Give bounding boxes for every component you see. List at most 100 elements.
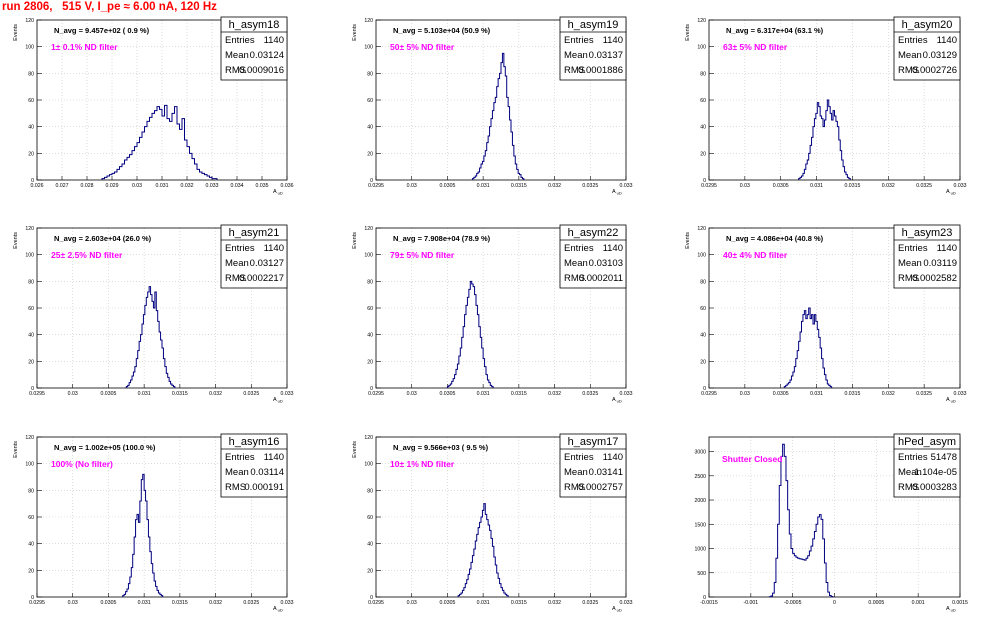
y-tick-label: 40 <box>28 125 34 131</box>
histogram-bin <box>809 308 810 388</box>
stats-mean-label: Mean <box>564 258 588 269</box>
stats-mean-value: 0.03119 <box>923 258 957 269</box>
y-tick-label: 0 <box>370 386 373 392</box>
histogram-bin <box>836 121 837 180</box>
x-tick-label: 0.032 <box>548 183 561 189</box>
histogram-bin <box>170 121 173 180</box>
y-tick-label: 40 <box>700 125 706 131</box>
y-tick-label: 60 <box>700 306 706 312</box>
stats-box-frame <box>893 433 961 498</box>
stats-rms-label: RMS <box>564 273 585 284</box>
stats-rms-label: RMS <box>225 273 246 284</box>
y-tick-label: 2500 <box>694 474 706 480</box>
stats-entries-value: 1140 <box>603 243 623 254</box>
x-tick-label: 0.0315 <box>844 391 860 397</box>
y-tick-label: 0 <box>31 178 34 184</box>
histogram-bin <box>814 119 815 180</box>
histogram-panel-h_asym18: 0.026 0.027 0.028 0.029 0.03 0.031 0.032 0.033 0… <box>13 16 294 196</box>
histogram-bin <box>498 79 499 180</box>
y-tick-label: 0 <box>31 595 34 601</box>
stats-mean-value: 0.03103 <box>589 258 623 269</box>
histogram-bin <box>473 287 474 388</box>
stats-entries-value: 1140 <box>937 243 957 254</box>
x-tick-label: 0.0295 <box>701 183 717 189</box>
histogram-series <box>457 503 509 597</box>
histogram-bin <box>824 120 825 180</box>
x-tick-label: 0.03 <box>68 391 78 397</box>
x-tick-label: 0.0325 <box>582 391 598 397</box>
stats-rms-value: 0.0002011 <box>579 273 623 284</box>
y-tick-label: 80 <box>367 71 373 77</box>
histogram-bin <box>507 97 508 180</box>
stats-box: h_asym20 Entries 1140 Mean 0.03129 RMS0.00027… <box>893 16 961 81</box>
y-tick-label: 80 <box>28 279 34 285</box>
histogram-bin <box>488 525 489 597</box>
histogram-bin <box>145 305 146 388</box>
filter-label: 63± 5% ND filter <box>723 42 788 52</box>
stats-rms-label: RMS <box>898 65 919 76</box>
stats-box: h_asym19 Entries 1140 Mean 0.03137 RMS0.00018… <box>559 16 627 81</box>
stats-rms-value: 0.0002582 <box>912 273 957 284</box>
stats-entries-value: 1140 <box>264 35 284 46</box>
x-tick-label: 0.0325 <box>243 391 259 397</box>
y-tick-label: 120 <box>364 226 373 232</box>
stats-mean-value: 0.03127 <box>250 258 284 269</box>
stats-box: h_asym23 Entries 1140 Mean 0.03119 RMS0.00025… <box>893 224 961 289</box>
histogram-bin <box>796 557 798 597</box>
histogram-bin <box>470 281 471 388</box>
histogram-bin <box>142 132 145 180</box>
histogram-bin <box>812 315 813 388</box>
x-tick-label: 0.0325 <box>582 600 598 606</box>
histogram-bin <box>478 528 479 597</box>
histogram-bin <box>806 319 807 388</box>
histogram-bin <box>138 522 139 597</box>
stats-entries-label: Entries <box>564 35 594 46</box>
histogram-bin <box>495 97 496 180</box>
histogram-bin <box>160 109 163 180</box>
histogram-bin <box>147 121 150 180</box>
x-tick-label: 0.0315 <box>511 391 527 397</box>
x-tick-label: 0.033 <box>620 600 633 606</box>
x-tick-label: 0.0295 <box>29 391 45 397</box>
x-tick-label: 0.031 <box>477 600 490 606</box>
n-avg-label: N_avg = 7.908e+04 (78.9 %) <box>393 234 491 243</box>
n-avg-label: N_avg = 6.317e+04 (63.1 %) <box>726 26 824 35</box>
y-axis-title: Events <box>13 232 19 249</box>
histogram-bin <box>140 137 143 180</box>
histogram-bin <box>806 558 808 597</box>
x-tick-label: 0.0305 <box>773 391 789 397</box>
stats-box: h_asym22 Entries 1140 Mean 0.03103 RMS0.00020… <box>559 224 627 289</box>
histogram-bin <box>804 560 806 597</box>
y-tick-label: 0 <box>703 178 706 184</box>
histogram-bin <box>835 116 836 180</box>
y-axis-title: Events <box>685 24 691 41</box>
histogram-bin <box>502 53 503 180</box>
x-tick-label: 0.03 <box>407 183 417 189</box>
histogram-bin <box>127 157 130 180</box>
y-tick-label: 120 <box>25 18 34 24</box>
x-tick-label: 0.0325 <box>916 183 932 189</box>
histogram-series <box>125 286 176 388</box>
histogram-panel-h_asym23: 0.0295 0.03 0.0305 0.031 0.0315 0.032 0.0325 0.… <box>685 224 967 404</box>
y-tick-label: 2000 <box>694 498 706 504</box>
histogram-bin <box>177 124 180 180</box>
x-tick-label: 0.033 <box>954 183 967 189</box>
filter-label: Shutter Closed <box>722 454 782 464</box>
x-tick-label: 0.028 <box>81 183 94 189</box>
x-tick-label: 0.033 <box>206 183 219 189</box>
x-tick-label: 0.03 <box>740 391 750 397</box>
x-tick-label: 0.031 <box>156 183 169 189</box>
x-axis-title: AuD <box>273 606 283 613</box>
stats-rms-label: RMS <box>225 65 246 76</box>
histogram-bin <box>830 113 831 180</box>
histogram-panel-h_asym20: 0.0295 0.03 0.0305 0.031 0.0315 0.032 0.0325 0.… <box>685 16 967 196</box>
stats-entries-value: 1140 <box>603 452 623 463</box>
y-tick-label: 0 <box>31 386 34 392</box>
histogram-bin <box>804 311 805 388</box>
x-tick-label: 0.0295 <box>29 600 45 606</box>
histogram-bin <box>480 522 481 597</box>
y-tick-label: 20 <box>28 568 34 574</box>
y-tick-label: 80 <box>28 71 34 77</box>
histogram-bin <box>475 295 476 388</box>
